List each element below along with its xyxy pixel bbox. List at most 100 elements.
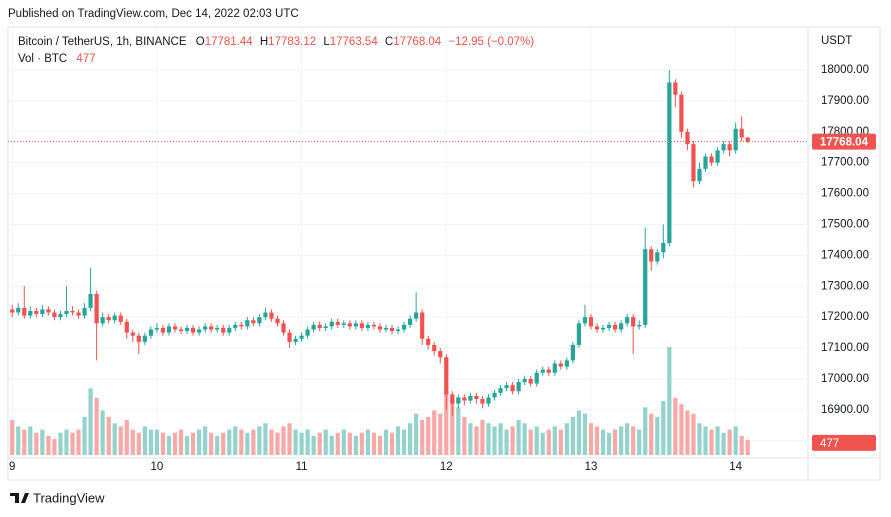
volume-bar xyxy=(359,432,364,455)
volume-bar xyxy=(347,432,352,455)
volume-layer xyxy=(10,347,750,455)
volume-bar xyxy=(691,413,696,455)
candle-body xyxy=(287,332,292,342)
candle-body xyxy=(727,144,732,151)
candle-body xyxy=(492,392,497,398)
volume-bar xyxy=(528,429,533,455)
y-tick-label: 18000.00 xyxy=(821,64,869,76)
volume-bar xyxy=(727,429,732,455)
volume-bar xyxy=(82,416,87,455)
candle-body xyxy=(148,329,153,336)
candle-body xyxy=(82,307,87,316)
volume-title: Vol · BTC xyxy=(18,53,67,65)
volume-bar xyxy=(383,429,389,455)
volume-bar xyxy=(468,423,473,455)
frame xyxy=(7,26,881,481)
last-volume-tag xyxy=(812,434,876,451)
volume-bar xyxy=(10,420,15,455)
volume-bar xyxy=(311,435,316,455)
candle-body xyxy=(341,323,346,325)
candle-body xyxy=(420,312,425,339)
volume-bar xyxy=(46,435,51,455)
volume-bar xyxy=(88,388,93,455)
volume-bar xyxy=(130,429,135,455)
volume-bar xyxy=(408,423,413,455)
candle-body xyxy=(136,335,141,342)
candle-body xyxy=(582,317,588,324)
volume-bar xyxy=(142,426,147,455)
candle-body xyxy=(257,317,262,324)
symbol-title: Bitcoin / TetherUS, 1h, BINANCE xyxy=(18,36,187,48)
candle-body xyxy=(233,324,238,328)
candle-body xyxy=(558,363,563,367)
candle-body xyxy=(456,397,461,404)
volume-bar xyxy=(486,423,491,455)
candle-body xyxy=(46,309,51,313)
candle-body xyxy=(552,363,557,373)
publish-note: Published on TradingView.com, Dec 14, 20… xyxy=(8,8,299,20)
y-tick-label: 17600.00 xyxy=(821,188,869,200)
volume-bar xyxy=(649,413,654,455)
change: −12.95 (−0.07%) xyxy=(448,36,534,48)
candle-body xyxy=(239,324,244,327)
candle-body xyxy=(408,318,413,325)
candle-body xyxy=(203,326,208,330)
candle-body xyxy=(631,317,636,327)
candle-body xyxy=(40,309,45,315)
candle-body xyxy=(715,150,720,163)
candle-body xyxy=(166,326,172,333)
grid xyxy=(8,28,808,458)
y-tick-label: 17300.00 xyxy=(821,280,869,292)
brand-logo xyxy=(10,493,29,503)
volume-bar xyxy=(401,429,407,455)
candle-body xyxy=(612,324,618,330)
candle-body xyxy=(703,156,708,169)
volume-bar xyxy=(709,429,714,455)
volume-bar xyxy=(510,426,515,455)
volume-bar xyxy=(564,423,569,455)
candle-body xyxy=(637,324,642,327)
y-tick-label: 17100.00 xyxy=(821,342,869,354)
candle-body xyxy=(227,327,232,333)
candle-body xyxy=(522,378,527,383)
volume-bar xyxy=(534,426,539,455)
volume-bar xyxy=(335,432,340,455)
volume-bar xyxy=(679,404,684,455)
volume-bar xyxy=(221,432,226,455)
candle-body xyxy=(600,327,606,330)
candle-body xyxy=(209,326,214,330)
candle-body xyxy=(673,82,678,95)
candle-body xyxy=(142,335,147,342)
candle-body xyxy=(34,310,39,315)
candle-body xyxy=(462,397,467,401)
volume-bar xyxy=(52,439,57,455)
volume-bar xyxy=(625,423,630,455)
candle-body xyxy=(323,326,328,328)
candle-body xyxy=(28,310,33,316)
volume-bar xyxy=(203,426,208,455)
volume-bar xyxy=(438,413,443,455)
candle-body xyxy=(661,243,666,253)
candle-body xyxy=(685,131,690,145)
volume-bar xyxy=(456,407,461,455)
volume-bar xyxy=(293,429,298,455)
volume-bar xyxy=(22,429,27,455)
volume-bar xyxy=(281,426,286,455)
candle-body xyxy=(64,310,69,315)
candle-body xyxy=(649,249,654,262)
volume-bar xyxy=(426,416,431,455)
volume-bar xyxy=(184,435,190,455)
candle-body xyxy=(196,329,202,333)
ohlc-close: 17768.04 xyxy=(393,36,442,48)
candle-body xyxy=(667,82,672,243)
volume-bar xyxy=(118,426,123,455)
volume-bar xyxy=(504,429,509,455)
x-tick-label: 11 xyxy=(296,461,308,473)
candle-body xyxy=(251,320,256,324)
volume-bar xyxy=(299,432,304,455)
volume-bar xyxy=(317,432,322,455)
ohlc-prefix: O xyxy=(196,36,205,48)
volume-bar xyxy=(136,432,141,455)
candle-body xyxy=(709,156,714,163)
